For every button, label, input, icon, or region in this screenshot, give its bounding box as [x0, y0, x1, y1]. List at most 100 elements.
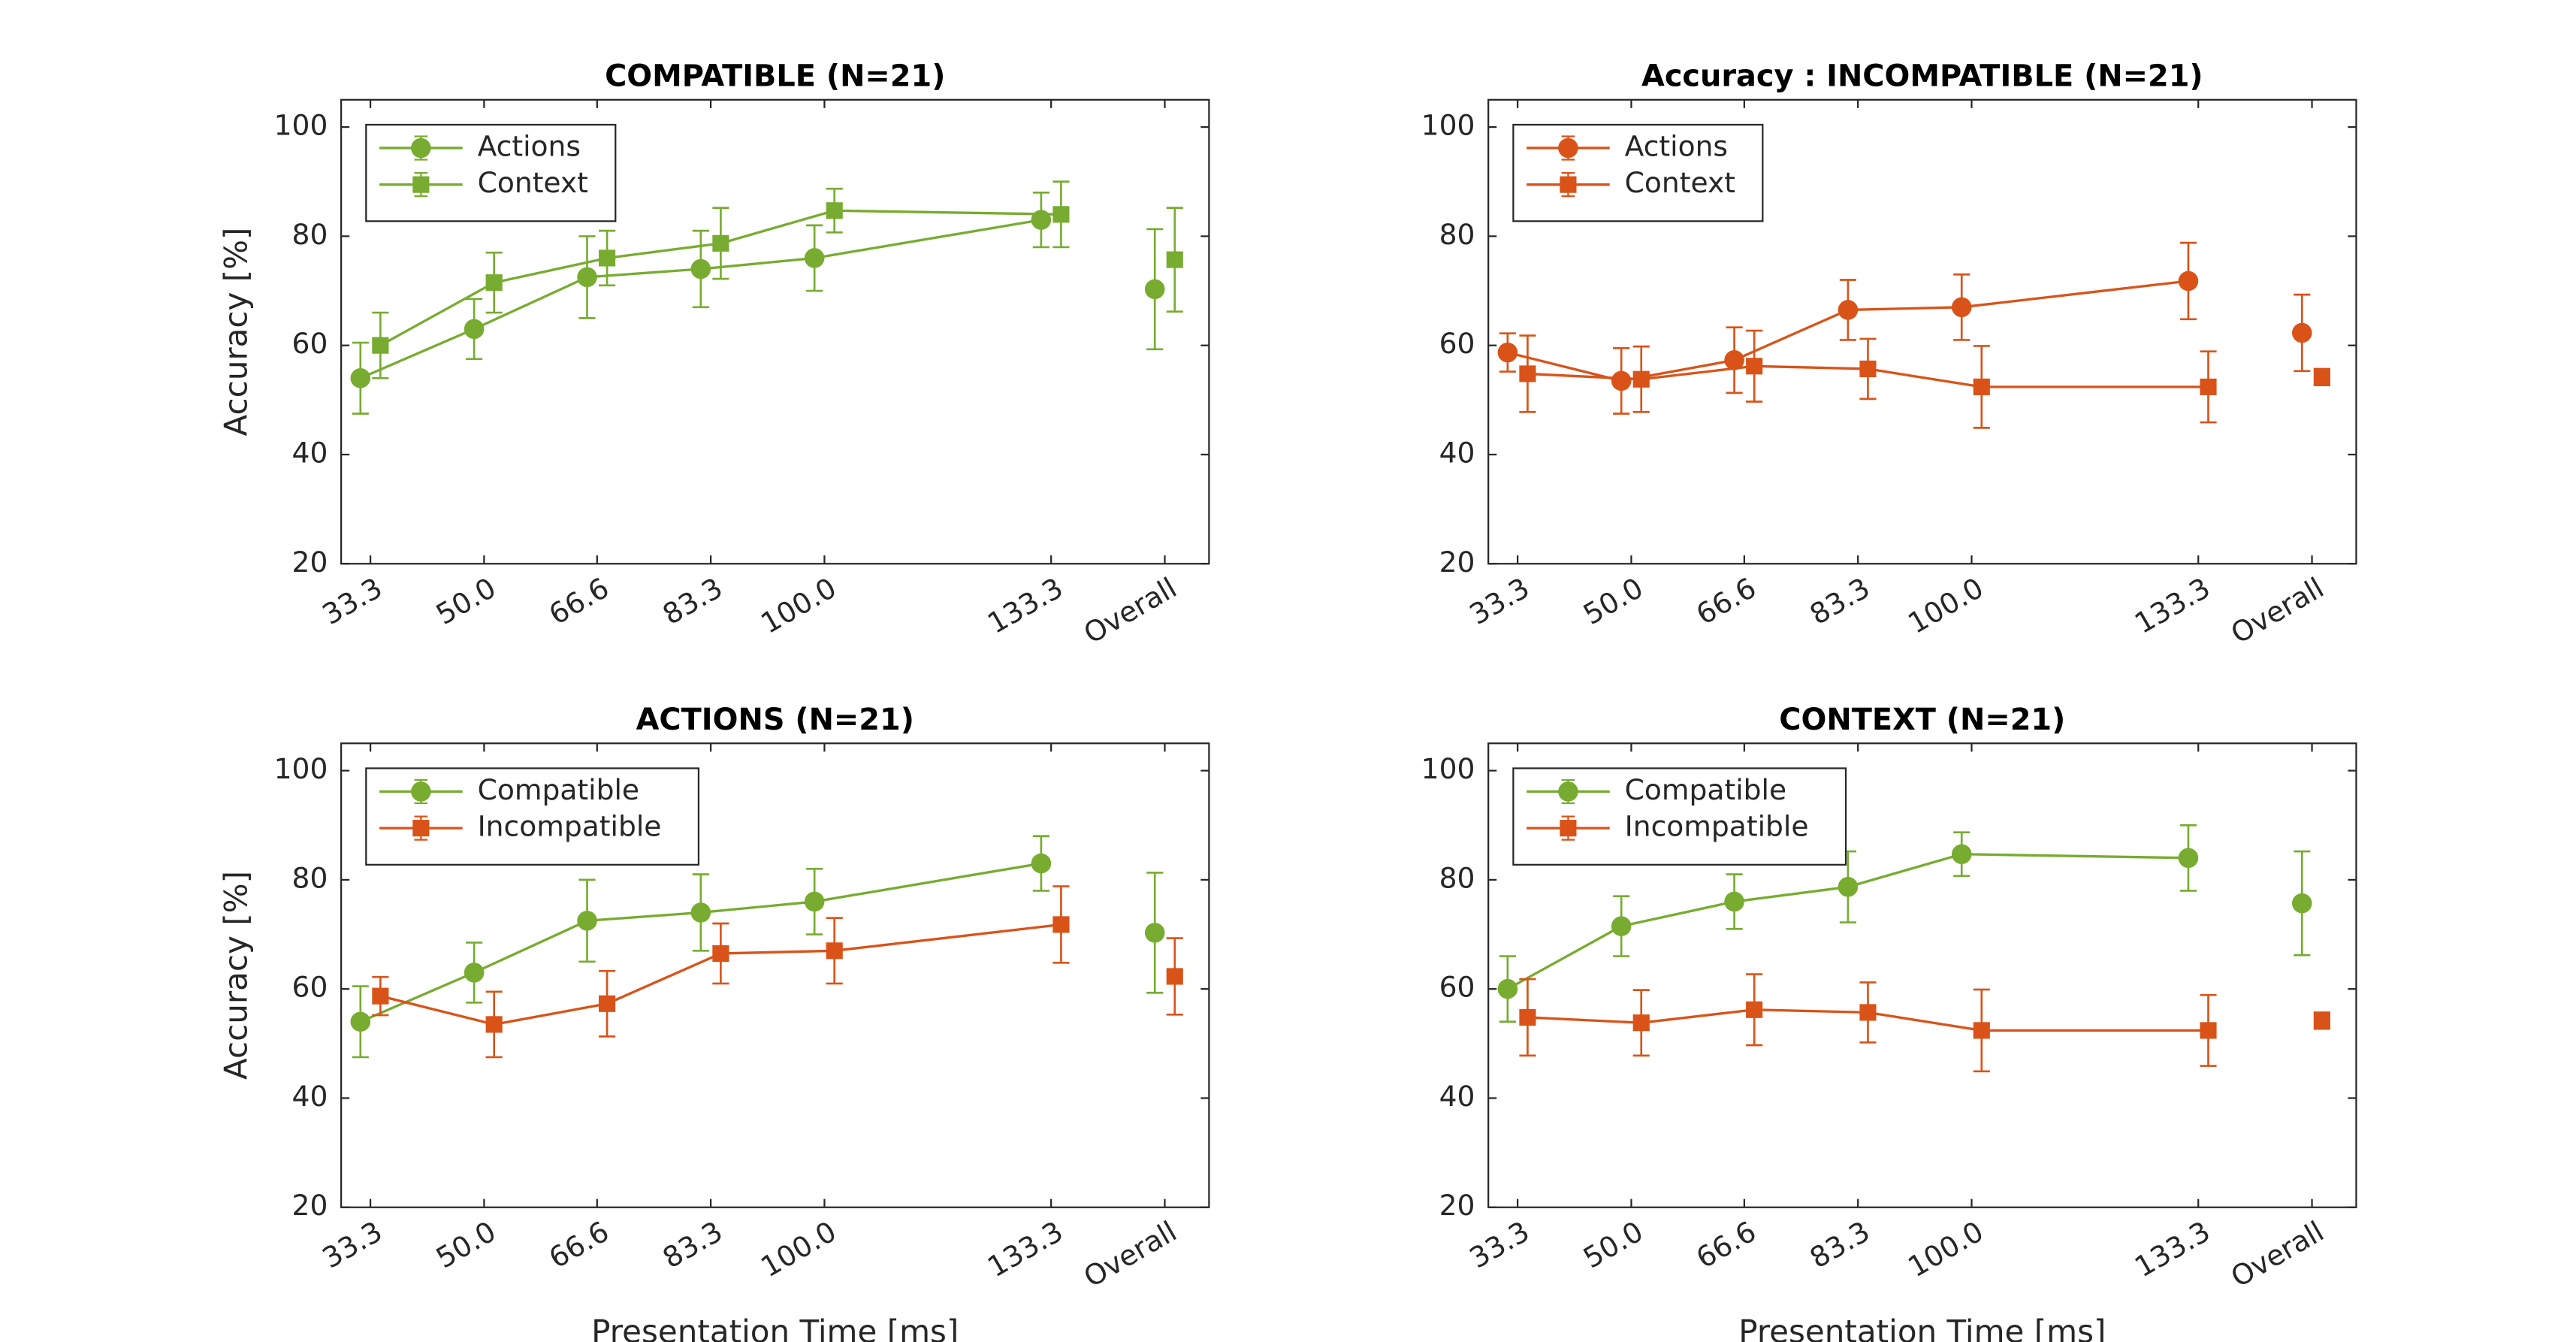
- data-point: [1746, 1001, 1763, 1018]
- y-axis-label: Accuracy [%]: [217, 228, 254, 437]
- legend-marker: [1560, 820, 1577, 837]
- data-point: [372, 337, 389, 354]
- legend-label: Incompatible: [478, 810, 662, 843]
- overall-point: [2313, 1012, 2330, 1029]
- x-tick-label: Overall: [2225, 1215, 2329, 1294]
- y-tick-label: 40: [1439, 1080, 1475, 1113]
- x-tick-label: 66.6: [543, 571, 615, 631]
- data-point: [1951, 297, 1972, 318]
- x-tick-label: 100.0: [1902, 571, 1989, 640]
- axes: 20 40 60 80 100 33.3 50.0 66.6 83.3 100.0 133.3 Ove…: [1421, 59, 2357, 650]
- overall-point: [1166, 251, 1183, 268]
- y-tick-label: 60: [1439, 971, 1475, 1004]
- series-line: [360, 862, 1042, 1023]
- data-point: [1611, 370, 1632, 391]
- y-tick-label: 60: [292, 971, 328, 1004]
- y-tick-label: 100: [1421, 109, 1475, 142]
- y-tick-label: 20: [1439, 546, 1475, 579]
- x-tick-label: 133.3: [2129, 571, 2215, 640]
- x-tick-label: 133.3: [982, 1215, 1068, 1284]
- series-line: [379, 923, 1062, 1026]
- x-tick-label: 83.3: [657, 571, 729, 631]
- data-point: [1859, 360, 1877, 377]
- legend-label: Compatible: [478, 773, 639, 806]
- data-point: [2178, 271, 2199, 292]
- y-tick-label: 80: [292, 218, 328, 251]
- data-point: [2200, 378, 2217, 395]
- overall-point: [2291, 893, 2312, 914]
- legend-label: Compatible: [1625, 773, 1786, 806]
- data-point: [2178, 848, 2199, 869]
- x-tick-label: 66.6: [1690, 1215, 1762, 1275]
- legend-box: [365, 123, 617, 222]
- y-tick-label: 20: [1439, 1189, 1475, 1222]
- series-line: [379, 209, 1062, 347]
- overall-point: [1166, 968, 1183, 985]
- legend-label: Incompatible: [1625, 810, 1809, 843]
- data-point: [712, 234, 729, 252]
- data-point: [1611, 916, 1632, 936]
- x-tick-label: 66.6: [543, 1215, 615, 1275]
- y-tick-label: 20: [292, 546, 328, 579]
- legend-marker: [411, 781, 431, 802]
- x-tick-label: 33.3: [1464, 571, 1536, 631]
- x-tick-label: 50.0: [1578, 571, 1649, 631]
- y-tick-label: 80: [1439, 218, 1475, 251]
- data-point: [1497, 978, 1518, 999]
- legend-box: [1512, 123, 1764, 222]
- data-point: [1031, 853, 1052, 874]
- data-point: [804, 891, 825, 912]
- legend-marker: [412, 820, 430, 837]
- x-tick-label: 50.0: [1578, 1215, 1649, 1275]
- data-point: [577, 267, 597, 288]
- y-tick-label: 60: [292, 327, 328, 360]
- x-tick-label: 83.3: [1804, 1215, 1876, 1275]
- data-point: [690, 902, 711, 923]
- data-point: [1052, 916, 1070, 933]
- data-point: [1724, 350, 1744, 370]
- data-point: [1838, 877, 1859, 897]
- axes: 20 40 60 80 100 33.3 50.0 66.6 83.3 100.0 133.3 Ove…: [217, 703, 1210, 1342]
- legend-marker: [411, 138, 431, 159]
- x-tick-label: Overall: [1078, 1215, 1182, 1294]
- data-point: [1052, 206, 1070, 223]
- y-tick-label: 100: [274, 109, 328, 142]
- data-point: [826, 202, 843, 219]
- data-point: [2200, 1022, 2217, 1039]
- x-tick-label: 83.3: [1804, 571, 1876, 631]
- chart-title: ACTIONS (N=21): [636, 703, 914, 737]
- data-point: [372, 987, 389, 1005]
- data-point: [1519, 1008, 1536, 1026]
- data-point: [1632, 370, 1650, 388]
- x-tick-label: 133.3: [2129, 1215, 2215, 1284]
- data-point: [712, 945, 729, 963]
- data-point: [804, 248, 825, 268]
- y-tick-label: 80: [1439, 861, 1475, 894]
- y-tick-label: 40: [292, 1080, 328, 1113]
- legend-marker: [1558, 138, 1578, 159]
- data-point: [1724, 891, 1744, 912]
- y-tick-label: 20: [292, 1189, 328, 1222]
- data-point: [1951, 844, 1972, 865]
- y-axis-label: Accuracy [%]: [217, 871, 254, 1080]
- x-tick-label: 83.3: [657, 1215, 729, 1275]
- data-point: [464, 963, 485, 983]
- data-point: [690, 258, 711, 280]
- x-tick-label: Overall: [1078, 571, 1182, 650]
- data-point: [485, 274, 503, 292]
- data-point: [826, 942, 843, 960]
- chart-title: Accuracy : INCOMPATIBLE (N=21): [1641, 59, 2203, 94]
- data-point: [577, 911, 597, 931]
- data-point: [1519, 365, 1536, 382]
- y-tick-label: 40: [1439, 436, 1475, 469]
- chart-title: CONTEXT (N=21): [1779, 703, 2065, 737]
- data-point: [1859, 1004, 1877, 1021]
- overall-point: [2313, 368, 2330, 385]
- data-point: [1632, 1014, 1650, 1032]
- x-tick-label: Overall: [2225, 571, 2329, 650]
- x-tick-label: 33.3: [1464, 1215, 1536, 1275]
- legend-label: Context: [1625, 166, 1735, 199]
- x-tick-label: 50.0: [430, 571, 502, 631]
- overall-point: [2291, 322, 2312, 343]
- y-tick-label: 80: [292, 861, 328, 894]
